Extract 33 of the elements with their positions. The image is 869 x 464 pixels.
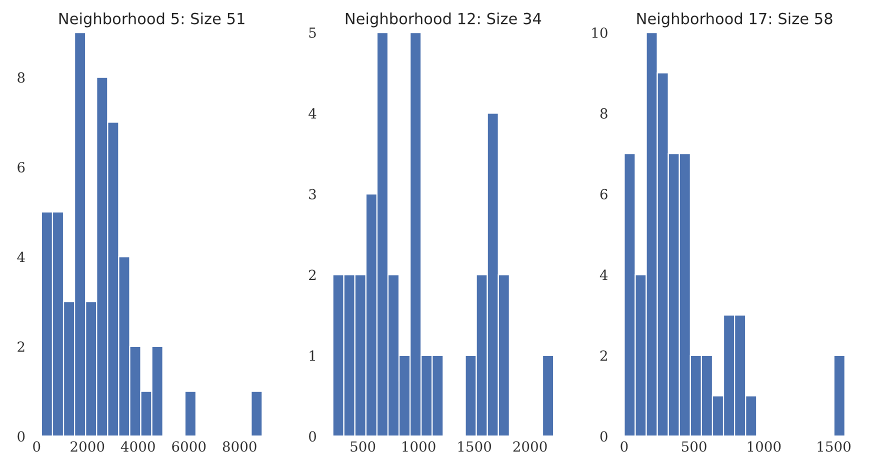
y-tick-label: 4: [308, 108, 316, 118]
y-tick-label: 5: [309, 28, 316, 38]
chart-title: Neighborhood 5: Size 51: [59, 12, 244, 28]
y-tick-label: 8: [600, 108, 608, 119]
x-tick-label: 2000: [70, 441, 104, 452]
y-tick-label: 1: [310, 350, 315, 361]
x-tick-label: 1000: [748, 441, 781, 452]
x-tick-label: 2000: [513, 441, 547, 452]
x-tick-label: 500: [350, 441, 376, 452]
x-tick-label: 0: [620, 441, 628, 452]
y-tick-label: 0: [600, 431, 608, 442]
y-tick-label: 4: [17, 252, 25, 262]
chart-title: Neighborhood 17: Size 58: [637, 12, 832, 28]
y-tick-label: 0: [309, 431, 316, 442]
y-tick-label: 10: [592, 27, 608, 38]
y-tick-label: 8: [18, 72, 25, 83]
x-tick-label: 0: [33, 441, 40, 452]
y-tick-label: 4: [600, 270, 608, 280]
y-tick-label: 6: [600, 188, 608, 200]
x-tick-label: 1500: [818, 441, 850, 452]
y-tick-label: 0: [18, 431, 25, 442]
y-tick-label: 2: [600, 350, 607, 361]
x-tick-label: 6000: [172, 441, 206, 452]
x-tick-label: 8000: [222, 441, 256, 452]
y-tick-label: 2: [18, 341, 24, 352]
y-tick-label: 3: [309, 188, 316, 200]
y-tick-label: 2: [309, 270, 316, 280]
y-tick-label: 6: [18, 162, 25, 173]
chart-title: Neighborhood 12: Size 34: [346, 12, 542, 28]
x-tick-label: 1000: [402, 441, 436, 452]
x-tick-label: 1500: [458, 441, 492, 452]
x-tick-label: 4000: [120, 441, 155, 452]
x-tick-label: 500: [682, 441, 706, 452]
